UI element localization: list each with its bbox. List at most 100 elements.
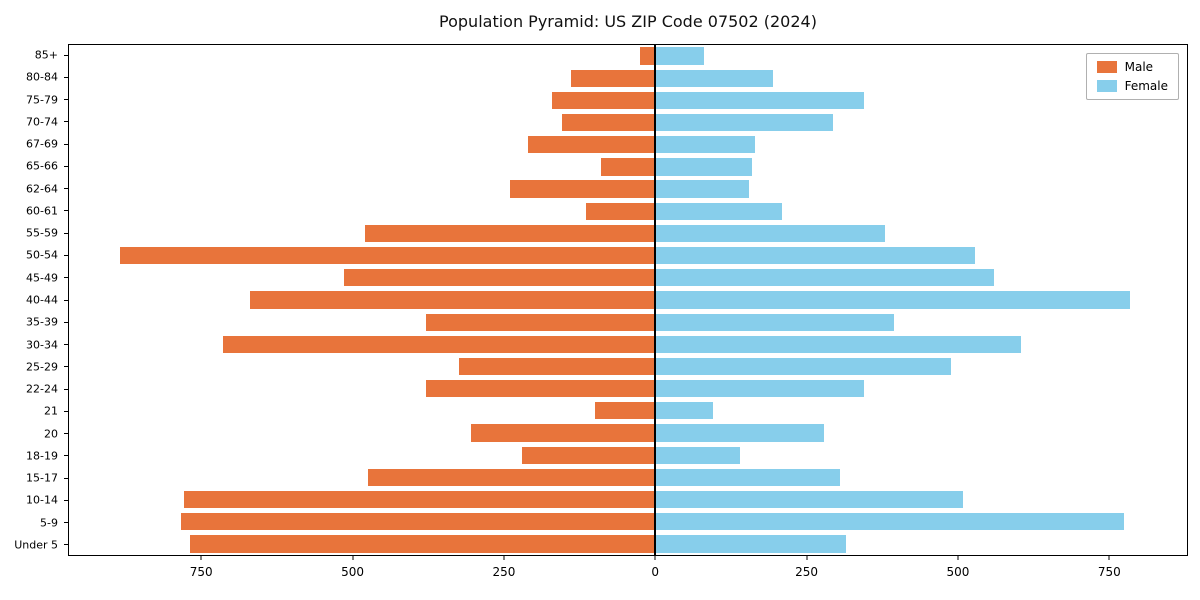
male-bar [183,490,656,509]
y-tick-mark [64,344,68,346]
y-tick-mark [64,388,68,390]
female-bar [655,69,774,87]
y-tick-label: 5-9 [40,516,58,530]
female-bar [655,246,976,265]
female-bar [655,402,713,420]
female-bar [655,335,1021,353]
y-axis: 85+ 80-84 75-79 70-74 67-69 65-66 62-64 60-61 55… [0,44,68,556]
pyramid-row [69,178,1187,200]
male-bar [594,402,656,420]
y-tick-label: 22-24 [26,382,58,396]
male-bar [343,269,656,287]
y-tick-mark [64,254,68,256]
male-bar [528,136,656,154]
male-bar [640,47,656,65]
y-tick-mark [64,321,68,323]
male-bar [189,535,656,553]
y-tick-mark [64,455,68,457]
y-tick-label: 65-66 [26,159,58,173]
pyramid-row [69,511,1187,533]
female-bar [655,202,783,220]
pyramid-row [69,488,1187,510]
y-tick-label: 60-61 [26,204,58,218]
pyramid-row [69,333,1187,355]
y-tick-label: 67-69 [26,137,58,151]
female-bar [655,424,825,442]
x-tick-mark [957,556,959,560]
female-bar [655,136,755,154]
pyramid-row [69,289,1187,311]
legend: Male Female [1085,53,1179,100]
female-bar [655,535,846,553]
female-bar [655,513,1124,531]
x-tick-mark [503,556,505,560]
y-tick-mark [64,188,68,190]
pyramid-row [69,444,1187,466]
x-axis: 750 500 250 0 250 500 750 [68,556,1188,590]
y-tick-mark [64,410,68,412]
pyramid-row [69,245,1187,267]
y-tick-mark [64,522,68,524]
x-tick-label: 750 [189,565,213,579]
y-tick-mark [64,76,68,78]
y-tick-label: 35-39 [26,315,58,329]
pyramid-row [69,156,1187,178]
y-tick-mark [64,232,68,234]
male-bar [570,69,656,87]
female-bar [655,113,834,132]
pyramid-row [69,311,1187,333]
y-tick-mark [64,544,68,546]
y-tick-mark [64,99,68,101]
x-tick-mark [806,556,808,560]
y-tick-label: 25-29 [26,360,58,374]
x-tick-mark [352,556,354,560]
y-tick-mark [64,277,68,279]
y-tick-mark [64,366,68,368]
pyramid-row [69,466,1187,488]
x-tick-mark [654,556,656,560]
y-tick-label: 20 [44,427,58,441]
chart-title: Population Pyramid: US ZIP Code 07502 (2… [439,12,817,31]
pyramid-row [69,533,1187,555]
y-tick-mark [64,433,68,435]
female-bar [655,269,994,287]
y-tick-mark [64,121,68,123]
x-tick-label: 250 [795,565,819,579]
male-bar [223,335,656,353]
x-tick-label: 250 [492,565,516,579]
x-tick-mark [1108,556,1110,560]
pyramid-row [69,134,1187,156]
male-bar [180,513,656,531]
y-tick-label: 40-44 [26,293,58,307]
female-bar [655,291,1130,309]
pyramid-row [69,355,1187,377]
pyramid-row [69,112,1187,134]
female-bar [655,446,740,464]
male-color-swatch [1096,61,1117,73]
y-tick-mark [64,143,68,145]
pyramid-row [69,67,1187,89]
bars-container [69,45,1187,555]
x-tick-label: 500 [341,565,364,579]
male-bar [552,91,656,110]
y-tick-label: 75-79 [26,93,58,107]
pyramid-row [69,267,1187,289]
y-tick-mark [64,165,68,167]
male-bar [510,180,656,198]
female-bar [655,357,952,376]
female-bar [655,158,752,176]
legend-label-female: Female [1124,79,1168,93]
female-bar [655,313,894,331]
y-tick-label: 55-59 [26,226,58,240]
y-tick-label: 50-54 [26,248,58,262]
pyramid-row [69,222,1187,244]
female-bar [655,468,840,486]
zero-axis-line [654,45,657,555]
male-bar [458,357,656,376]
y-tick-mark [64,477,68,479]
male-bar [522,446,656,464]
male-bar [470,424,656,442]
male-bar [365,224,656,243]
x-tick-label: 500 [946,565,970,579]
